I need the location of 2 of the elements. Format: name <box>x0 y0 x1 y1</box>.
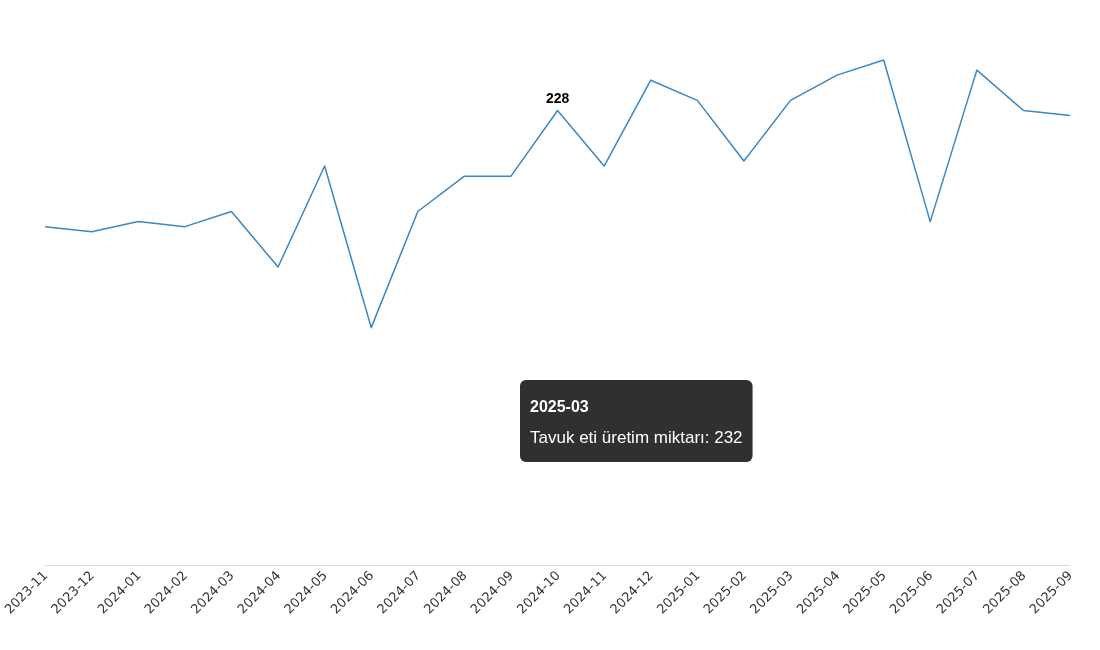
annotation: 228 <box>545 89 570 106</box>
annotation: 2025-03 Tavuk eti üretim miktarı: 232 <box>530 397 743 447</box>
